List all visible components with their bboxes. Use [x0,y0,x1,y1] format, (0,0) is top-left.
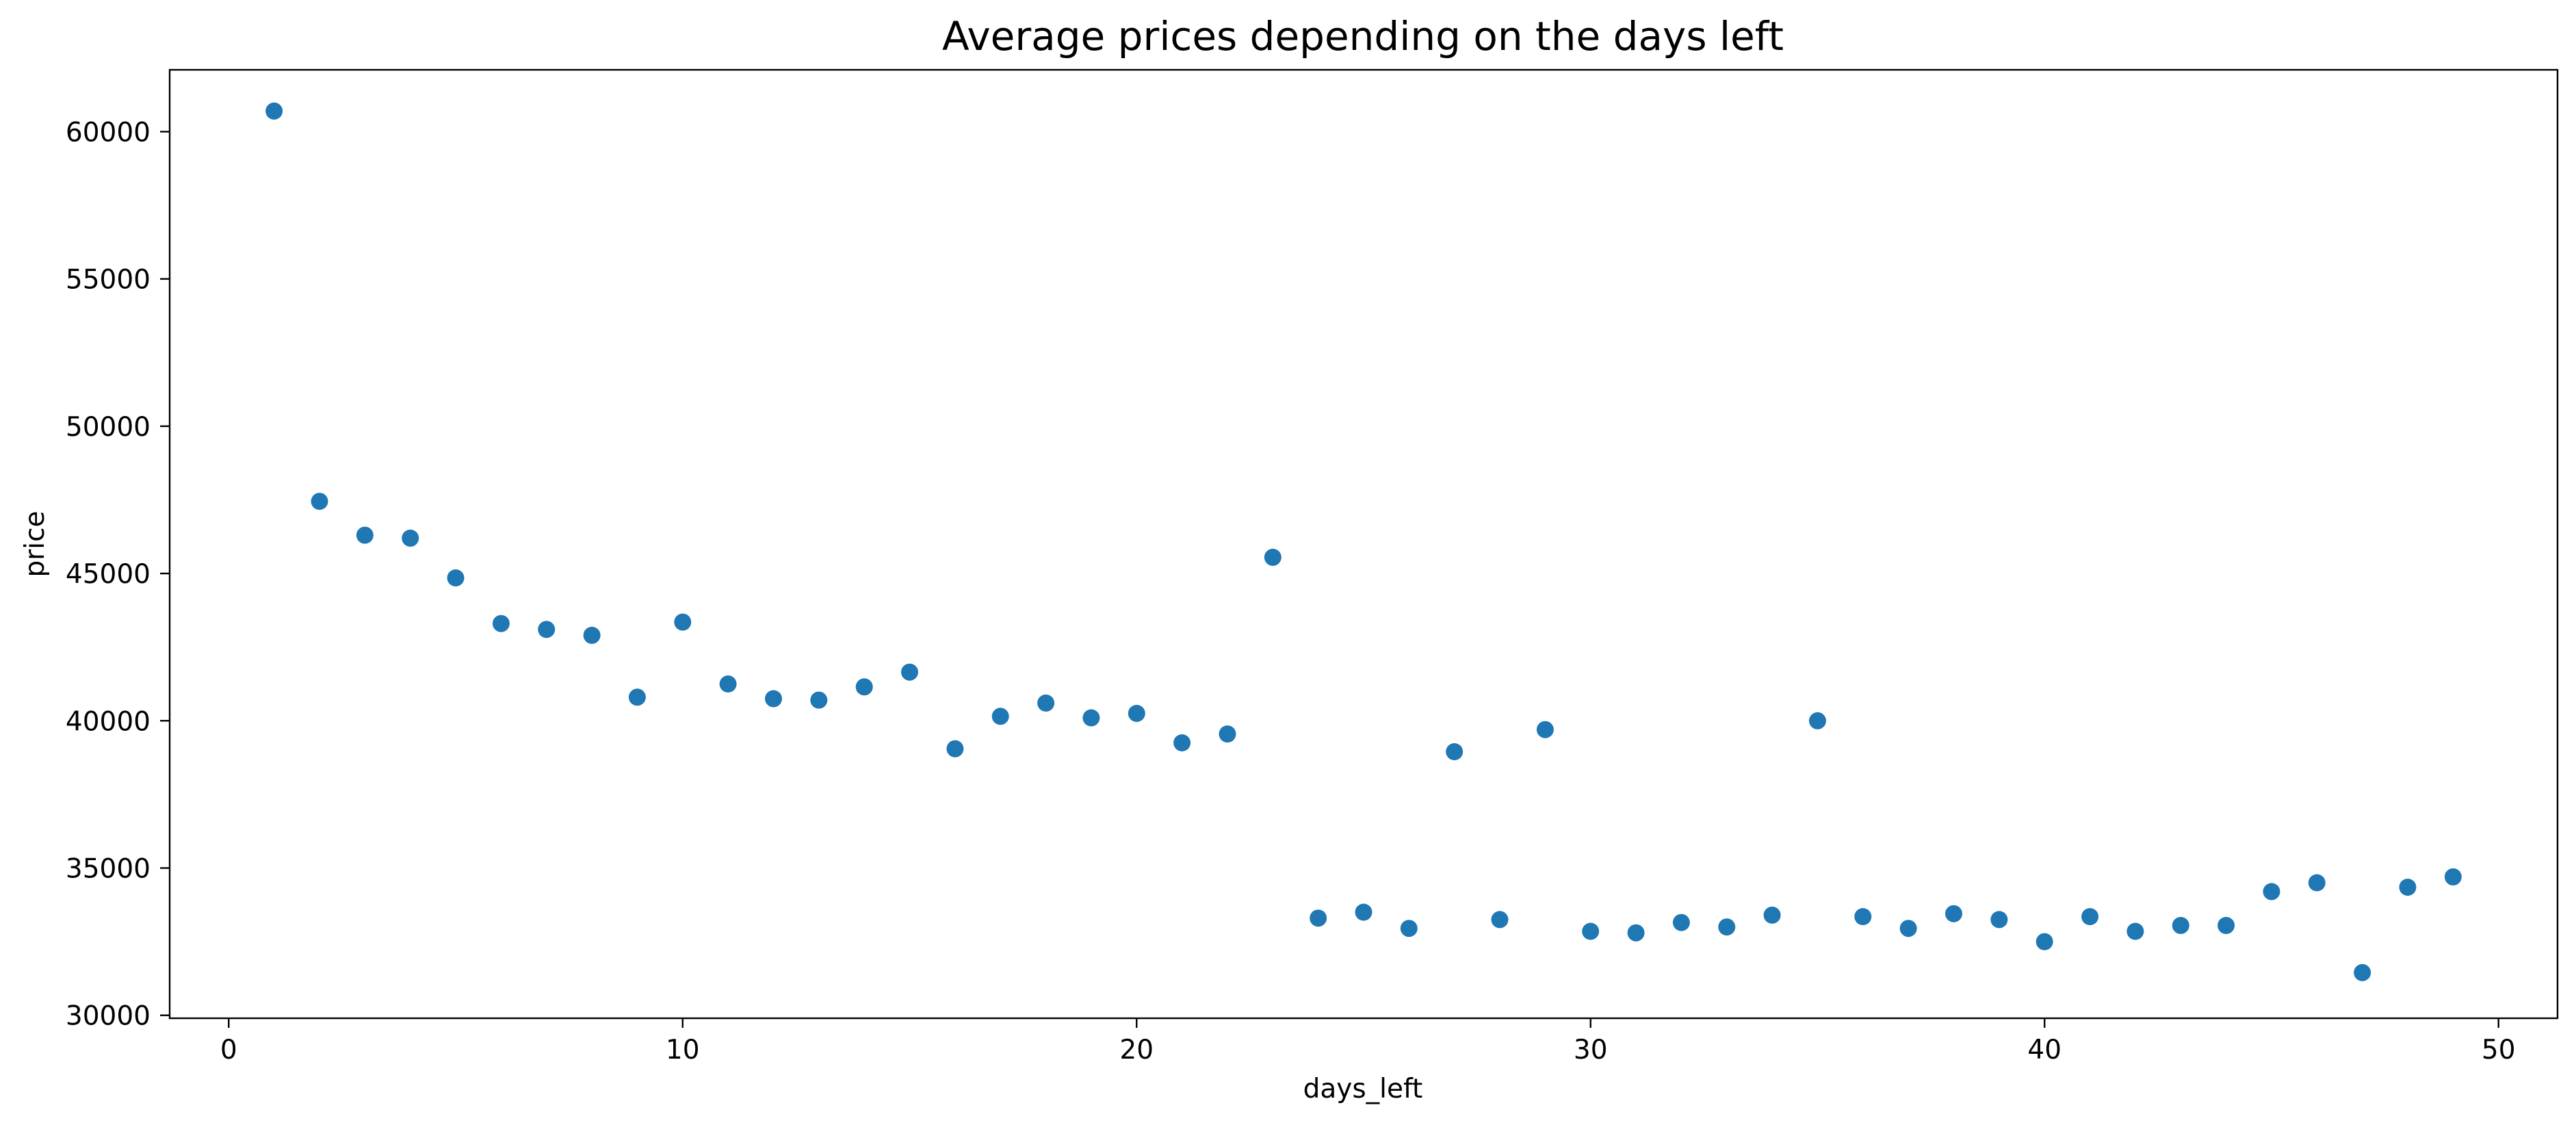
data-point [810,691,828,709]
data-point [2354,964,2371,981]
chart-title: Average prices depending on the days lef… [942,13,1784,60]
data-point [946,740,964,758]
data-point [492,615,510,632]
data-point [2308,874,2326,892]
y-tick-label: 35000 [66,853,151,884]
data-points [265,102,2462,981]
y-tick-label: 30000 [66,1001,151,1032]
data-point [2217,916,2235,934]
data-point [2081,908,2099,925]
data-point [1854,908,1872,925]
x-tick-label: 0 [220,1035,237,1065]
plot-area-frame [168,68,2559,1020]
y-tick-label: 55000 [66,265,151,296]
data-point [1446,743,1463,760]
data-point [1990,911,2008,929]
y-tick-label: 45000 [66,559,151,590]
data-point [1763,906,1781,924]
data-point [1037,694,1055,712]
y-axis-label: price [20,510,51,577]
y-axis: 30000 35000 40000 45000 50000 55000 60000 [66,117,170,1032]
data-point [674,613,692,631]
y-tick-label: 50000 [66,412,151,443]
data-point [2444,868,2462,885]
x-tick-label: 30 [1574,1035,1608,1065]
data-point [265,102,283,120]
data-point [2126,922,2144,940]
y-tick-label: 40000 [66,706,151,737]
data-point [1128,705,1145,722]
data-point [855,678,873,696]
data-point [311,493,328,510]
data-point [1355,903,1372,921]
data-point [1809,712,1826,729]
data-point [1945,905,1962,922]
data-point [1264,548,1282,566]
data-point [1082,709,1100,727]
data-point [1310,909,1327,927]
data-point [356,526,374,544]
data-point [2035,933,2053,951]
data-point [1491,911,1509,929]
data-point [402,529,419,547]
data-point [1173,734,1191,751]
data-point [2172,916,2189,934]
data-point [719,675,737,693]
data-point [628,688,646,706]
data-point [1718,918,1736,936]
data-point [1219,725,1236,743]
x-tick-label: 40 [2027,1035,2061,1065]
data-point [1536,721,1554,738]
data-point [2263,883,2280,901]
y-tick-label: 60000 [66,117,151,148]
x-tick-label: 10 [666,1035,700,1065]
data-point [1582,922,1600,940]
x-axis-label: days_left [1303,1074,1423,1104]
data-point [901,663,918,681]
x-tick-label: 50 [2482,1035,2516,1065]
data-point [765,690,782,708]
data-point [538,621,556,638]
data-point [583,626,601,644]
x-tick-label: 20 [1119,1035,1154,1065]
data-point [2399,879,2417,896]
data-point [991,708,1009,725]
data-point [1899,920,1917,938]
x-axis: 0 10 20 30 40 50 [220,1018,2516,1065]
data-point [1627,924,1645,942]
data-point [1672,914,1690,931]
data-point [1400,920,1418,938]
data-point [447,569,465,586]
